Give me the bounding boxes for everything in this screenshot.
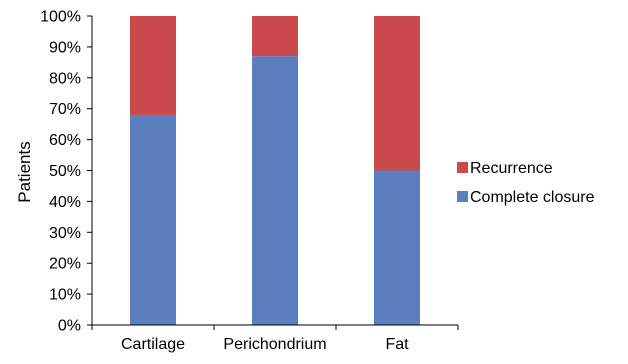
axes-group	[91, 16, 459, 330]
x-category-label: Cartilage	[121, 336, 185, 353]
bar-recurrence-cartilage	[130, 16, 176, 115]
legend-label: Complete closure	[470, 189, 595, 206]
y-tick-label: 90%	[49, 39, 81, 56]
y-tick-label: 100%	[40, 9, 81, 26]
y-tick-label: 10%	[49, 287, 81, 304]
y-tick-label: 20%	[49, 256, 81, 273]
bars-group	[130, 16, 420, 326]
y-tick-label: 80%	[49, 70, 81, 87]
bar-complete-closure-fat	[374, 170, 420, 325]
y-tick-label: 40%	[49, 194, 81, 211]
y-tick-label: 70%	[49, 101, 81, 118]
legend-label: Recurrence	[470, 160, 553, 177]
legend: Recurrence Complete closure	[457, 160, 595, 206]
y-tick-label: 30%	[49, 225, 81, 242]
bar-recurrence-perichondrium	[252, 16, 298, 57]
legend-swatch	[457, 191, 468, 202]
x-axis-labels: Cartilage Perichondrium Fat	[121, 336, 409, 353]
legend-swatch	[457, 162, 468, 173]
y-axis-ticks: 0% 10% 20% 30% 40% 50% 60% 70% 80% 90% 100%	[40, 9, 92, 335]
y-tick-label: 0%	[58, 318, 81, 335]
y-tick-label: 50%	[49, 163, 81, 180]
bar-recurrence-fat	[374, 16, 420, 171]
y-tick-label: 60%	[49, 132, 81, 149]
x-category-label: Perichondrium	[223, 336, 326, 353]
bar-complete-closure-cartilage	[130, 114, 176, 325]
bar-complete-closure-perichondrium	[252, 56, 298, 326]
y-axis-title: Patients	[15, 141, 34, 202]
x-category-label: Fat	[385, 336, 409, 353]
